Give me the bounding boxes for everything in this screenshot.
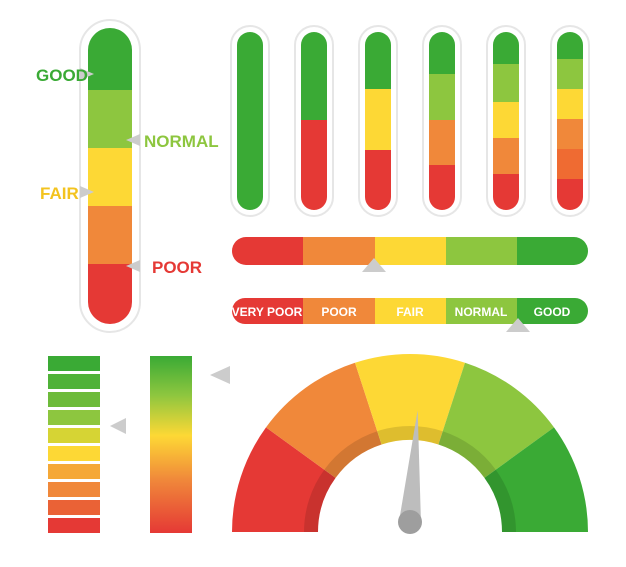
gauge-segment-poor	[265, 362, 382, 478]
label-normal: NORMAL	[144, 132, 219, 151]
meter-segment-good	[88, 28, 132, 90]
gauge-inner-band	[324, 431, 382, 478]
segment-label-good: GOOD	[534, 305, 571, 319]
gauge-segment-good	[484, 427, 588, 532]
gauge-needle-icon	[399, 410, 421, 523]
pointer-left-icon	[210, 366, 230, 384]
gauge-inner-band	[484, 469, 516, 532]
gauge-segment-very-poor	[232, 427, 336, 532]
thermometer-meters	[230, 25, 590, 217]
label-fair: FAIR	[40, 184, 79, 203]
label-poor: POOR	[152, 258, 202, 277]
thermometer-4-segments	[429, 32, 455, 210]
horizontal-level-bar	[232, 237, 588, 272]
meter-segment-normal	[88, 90, 132, 148]
gauge-segment-normal	[438, 362, 555, 478]
step-ladder-meter	[48, 356, 126, 533]
segment-poor	[303, 298, 375, 324]
segment-label-fair: FAIR	[396, 305, 424, 319]
thermometer-6-segments	[557, 32, 583, 210]
segment-label-normal: NORMAL	[455, 305, 508, 319]
segment-label-very-poor: VERY POOR	[232, 305, 303, 319]
pointer-up-icon	[362, 258, 386, 272]
meter-segment-very-poor	[88, 264, 132, 324]
pointer-right-icon	[80, 68, 94, 80]
pointer-left-icon	[126, 260, 140, 272]
pointer-left-icon	[126, 134, 140, 146]
vertical-level-meter: GOOD NORMAL FAIR POOR	[36, 19, 219, 333]
gauge-inner-band	[438, 431, 496, 478]
segment-label-poor: POOR	[321, 305, 357, 319]
horizontal-labeled-bar: VERY POOR POOR FAIR NORMAL GOOD	[232, 298, 588, 332]
label-good: GOOD	[36, 66, 88, 85]
pointer-right-icon	[80, 186, 94, 198]
gauge-segment-fair	[354, 354, 466, 445]
speedometer-gauge	[232, 354, 588, 534]
thermometer-5-segments	[493, 32, 519, 210]
segment-normal	[446, 298, 517, 324]
segment-good	[517, 298, 588, 324]
thermometer-1-segments	[237, 32, 263, 210]
thermometer-3-segments	[365, 32, 391, 210]
meter-segment-fair	[88, 148, 132, 206]
segment-fair	[375, 298, 446, 324]
pointer-up-icon	[506, 318, 530, 332]
meter-segment-poor	[88, 206, 132, 264]
pointer-left-icon	[110, 418, 126, 434]
gauge-inner-band	[304, 469, 336, 532]
gauge-hub	[398, 510, 422, 534]
gradient-level-bar	[150, 356, 230, 533]
thermometer-2-segments	[301, 32, 327, 210]
gauge-inner-band	[377, 426, 443, 445]
segment-very-poor	[232, 298, 303, 324]
